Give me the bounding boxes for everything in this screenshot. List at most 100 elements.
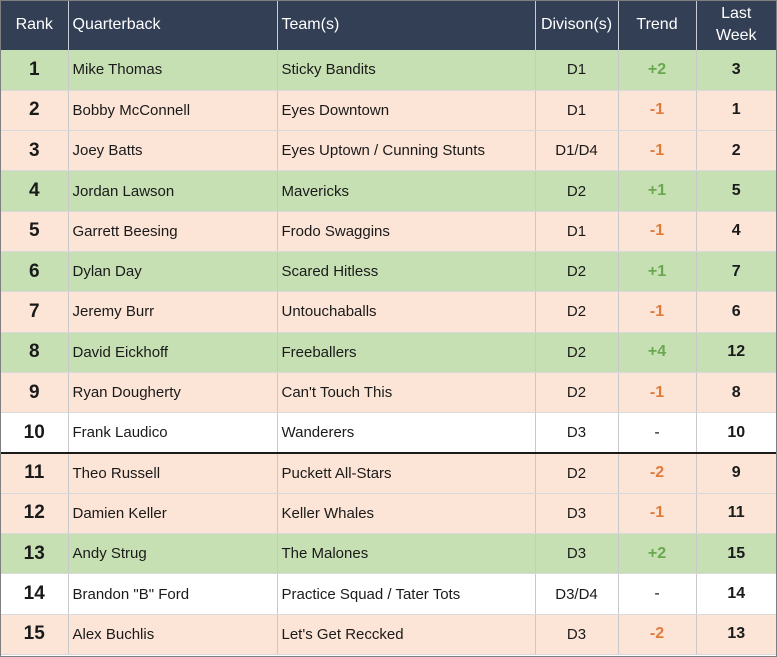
table-row: 2 Bobby McConnell Eyes Downtown D1 -1 1: [1, 90, 776, 132]
rank-cell: 8: [1, 332, 69, 373]
last-week-cell: 2: [696, 130, 776, 172]
trend-cell: -1: [618, 211, 697, 252]
team-cell: Wanderers: [277, 412, 536, 454]
division-cell: D2: [535, 372, 619, 414]
table-row: 4 Jordan Lawson Mavericks D2 +1 5: [1, 170, 776, 212]
table-row: 9 Ryan Dougherty Can't Touch This D2 -1 8: [1, 372, 776, 414]
table-row: 5 Garrett Beesing Frodo Swaggins D1 -1 4: [1, 211, 776, 252]
rank-cell: 6: [1, 251, 69, 293]
division-cell: D2: [535, 251, 619, 293]
trend-cell: +2: [618, 50, 697, 91]
quarterback-cell: Mike Thomas: [68, 50, 278, 91]
table-row: 3 Joey Batts Eyes Uptown / Cunning Stunts D…: [1, 130, 776, 172]
division-cell: D1: [535, 90, 619, 132]
division-cell: D3: [535, 614, 619, 655]
last-week-cell: 1: [696, 90, 776, 132]
quarterback-cell: Garrett Beesing: [68, 211, 278, 252]
quarterback-cell: Frank Laudico: [68, 412, 278, 454]
quarterback-cell: Damien Keller: [68, 493, 278, 535]
team-cell: Mavericks: [277, 170, 536, 212]
division-cell: D2: [535, 452, 619, 494]
quarterback-cell: Bobby McConnell: [68, 90, 278, 132]
header-rank: Rank: [1, 0, 69, 50]
last-week-cell: 9: [696, 452, 776, 494]
division-cell: D2: [535, 332, 619, 373]
quarterback-cell: Theo Russell: [68, 452, 278, 494]
rank-cell: 1: [1, 50, 69, 91]
trend-cell: -: [618, 412, 697, 454]
trend-cell: -2: [618, 452, 697, 494]
header-last-week: Last Week: [696, 0, 776, 50]
team-cell: Let's Get Reccked: [277, 614, 536, 655]
quarterback-cell: Jeremy Burr: [68, 291, 278, 333]
table-row: 8 David Eickhoff Freeballers D2 +4 12: [1, 332, 776, 373]
team-cell: Eyes Uptown / Cunning Stunts: [277, 130, 536, 172]
division-cell: D1: [535, 211, 619, 252]
trend-cell: -2: [618, 614, 697, 655]
rank-cell: 5: [1, 211, 69, 252]
header-last-week-line2: Week: [715, 27, 757, 44]
quarterback-cell: Brandon "B" Ford: [68, 573, 278, 615]
header-trend: Trend: [618, 0, 697, 50]
rank-cell: 2: [1, 90, 69, 132]
last-week-cell: 13: [696, 614, 776, 655]
last-week-cell: 15: [696, 533, 776, 575]
table-header: Rank Quarterback Team(s) Divison(s) Tren…: [1, 0, 776, 50]
division-cell: D3: [535, 412, 619, 454]
rank-cell: 11: [1, 452, 69, 494]
last-week-cell: 8: [696, 372, 776, 414]
rank-cell: 4: [1, 170, 69, 212]
last-week-cell: 12: [696, 332, 776, 373]
table-row: 1 Mike Thomas Sticky Bandits D1 +2 3: [1, 50, 776, 91]
last-week-cell: 6: [696, 291, 776, 333]
rank-cell: 7: [1, 291, 69, 333]
last-week-cell: 5: [696, 170, 776, 212]
rank-cell: 3: [1, 130, 69, 172]
table-row: 15 Alex Buchlis Let's Get Reccked D3 -2 13: [1, 614, 776, 655]
division-cell: D1/D4: [535, 130, 619, 172]
last-week-cell: 10: [696, 412, 776, 454]
division-cell: D2: [535, 170, 619, 212]
team-cell: Keller Whales: [277, 493, 536, 535]
header-divisions: Divison(s): [535, 0, 619, 50]
team-cell: Puckett All-Stars: [277, 452, 536, 494]
trend-cell: +1: [618, 251, 697, 293]
trend-cell: +2: [618, 533, 697, 575]
rank-cell: 12: [1, 493, 69, 535]
team-cell: Sticky Bandits: [277, 50, 536, 91]
header-row: Rank Quarterback Team(s) Divison(s) Tren…: [1, 0, 776, 50]
team-cell: The Malones: [277, 533, 536, 575]
trend-cell: -1: [618, 130, 697, 172]
last-week-cell: 14: [696, 573, 776, 615]
table-row: 12 Damien Keller Keller Whales D3 -1 11: [1, 493, 776, 535]
table-body: 1 Mike Thomas Sticky Bandits D1 +2 3 2 Bobby Mc…: [1, 50, 776, 655]
header-last-week-line1: Last: [721, 5, 752, 22]
quarterback-cell: Jordan Lawson: [68, 170, 278, 212]
team-cell: Scared Hitless: [277, 251, 536, 293]
header-quarterback: Quarterback: [68, 0, 278, 50]
trend-cell: -1: [618, 493, 697, 535]
trend-cell: +1: [618, 170, 697, 212]
table-row: 7 Jeremy Burr Untouchaballs D2 -1 6: [1, 291, 776, 333]
table-row: 13 Andy Strug The Malones D3 +2 15: [1, 533, 776, 575]
last-week-cell: 3: [696, 50, 776, 91]
table-row: 10 Frank Laudico Wanderers D3-10: [1, 412, 776, 454]
trend-cell: -1: [618, 372, 697, 414]
team-cell: Practice Squad / Tater Tots: [277, 573, 536, 615]
table-row: 6 Dylan Day Scared Hitless D2 +1 7: [1, 251, 776, 293]
header-teams: Team(s): [277, 0, 536, 50]
quarterback-cell: Ryan Dougherty: [68, 372, 278, 414]
division-cell: D3: [535, 533, 619, 575]
table-row: 14 Brandon "B" Ford Practice Squad / Tater…: [1, 573, 776, 615]
quarterback-cell: David Eickhoff: [68, 332, 278, 373]
last-week-cell: 4: [696, 211, 776, 252]
rank-cell: 9: [1, 372, 69, 414]
team-cell: Freeballers: [277, 332, 536, 373]
division-cell: D2: [535, 291, 619, 333]
trend-cell: -1: [618, 291, 697, 333]
table-row: 11 Theo Russell Puckett All-Stars D2 -2 9: [1, 452, 776, 494]
team-cell: Eyes Downtown: [277, 90, 536, 132]
quarterback-cell: Andy Strug: [68, 533, 278, 575]
last-week-cell: 7: [696, 251, 776, 293]
